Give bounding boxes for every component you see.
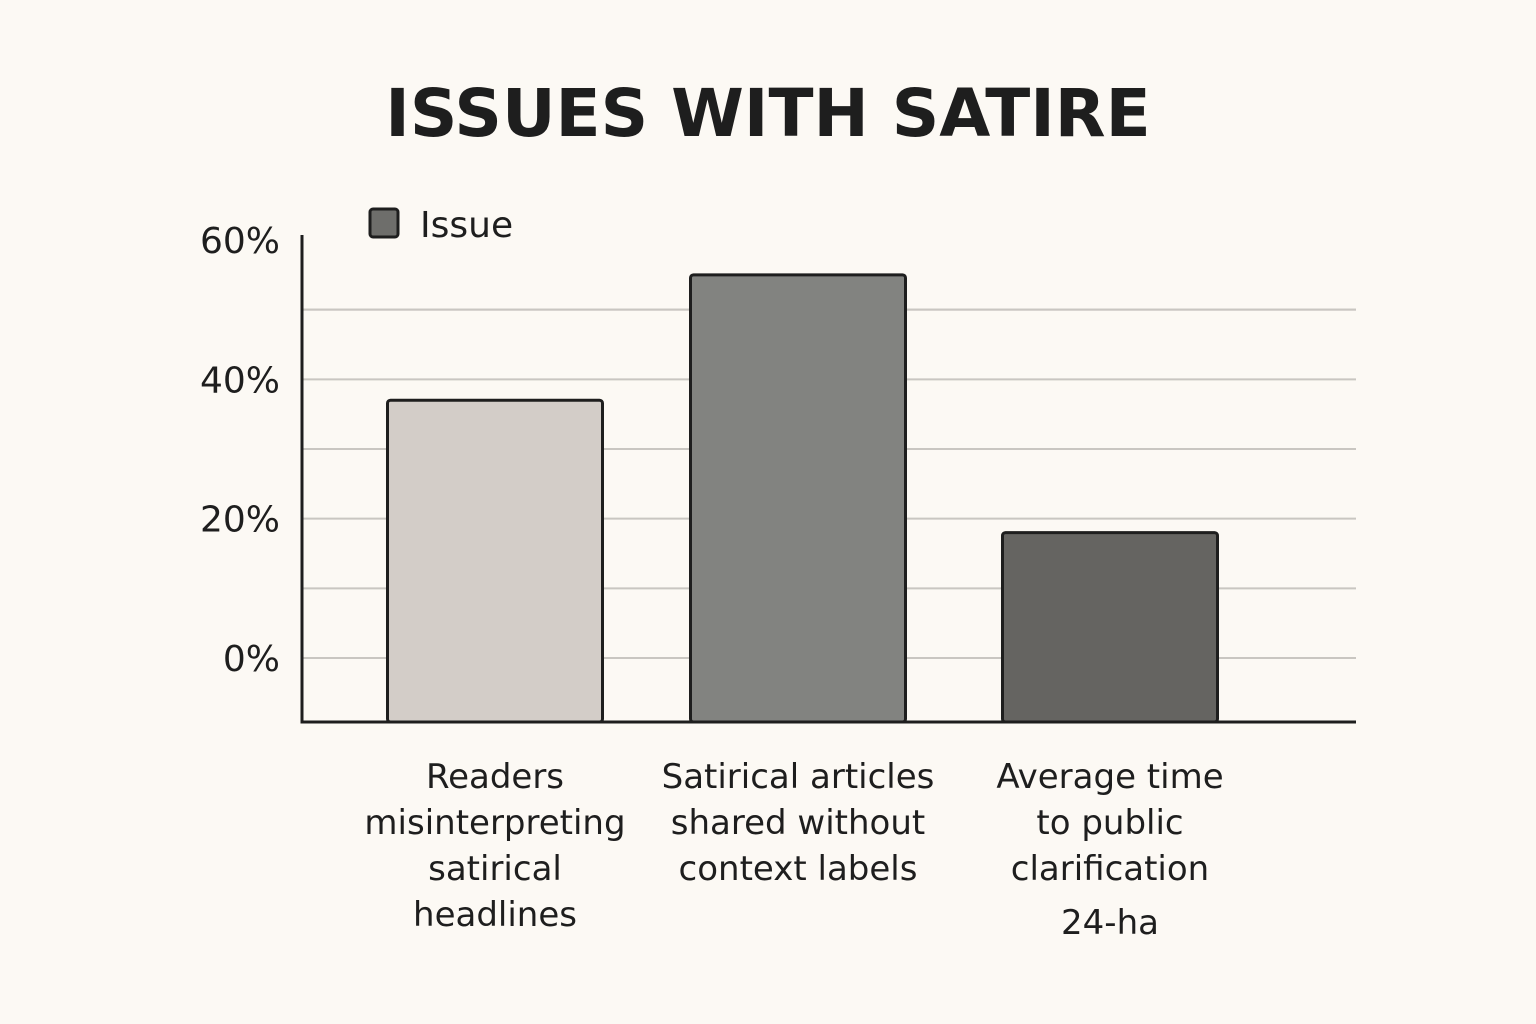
bar xyxy=(1001,531,1219,724)
category-label-line: Average time xyxy=(996,757,1223,797)
category-label: Satirical articles shared without context … xyxy=(662,757,935,889)
category-label-line: shared without xyxy=(671,803,925,843)
axes xyxy=(300,235,1356,724)
y-axis-ticks: 60% 40% 20% 0% xyxy=(200,221,280,680)
category-label-line: headlines xyxy=(413,895,577,935)
category-labels: Readers misinterpreting satirical headlines… xyxy=(364,757,1223,935)
category-label-line: satirical xyxy=(428,849,562,889)
category-label-line: context labels xyxy=(679,849,918,889)
y-tick-label: 40% xyxy=(200,360,280,401)
bar xyxy=(386,398,604,724)
y-tick-label: 60% xyxy=(200,221,280,262)
category-label-line: misinterpreting xyxy=(364,803,625,843)
legend-swatch xyxy=(368,207,400,239)
category-label-line: Satirical articles xyxy=(662,757,935,797)
category-label-line: Readers xyxy=(426,757,564,797)
chart-title: ISSUES WITH SATIRE xyxy=(385,75,1150,152)
y-tick-label: 20% xyxy=(200,500,280,541)
annotations: 24-ha xyxy=(1061,903,1159,943)
y-tick-label: 0% xyxy=(223,639,280,680)
category-label: Readers misinterpreting satirical headlines xyxy=(364,757,625,935)
bar xyxy=(689,273,907,724)
category-label-line: to public xyxy=(1036,803,1183,843)
legend-label: Issue xyxy=(420,205,513,246)
category-label-line: clarification xyxy=(1011,849,1209,889)
legend: Issue xyxy=(368,205,513,246)
category-label: Average time to public clarification xyxy=(996,757,1223,889)
annotation-label: 24-ha xyxy=(1061,903,1159,943)
bars xyxy=(386,273,1219,724)
